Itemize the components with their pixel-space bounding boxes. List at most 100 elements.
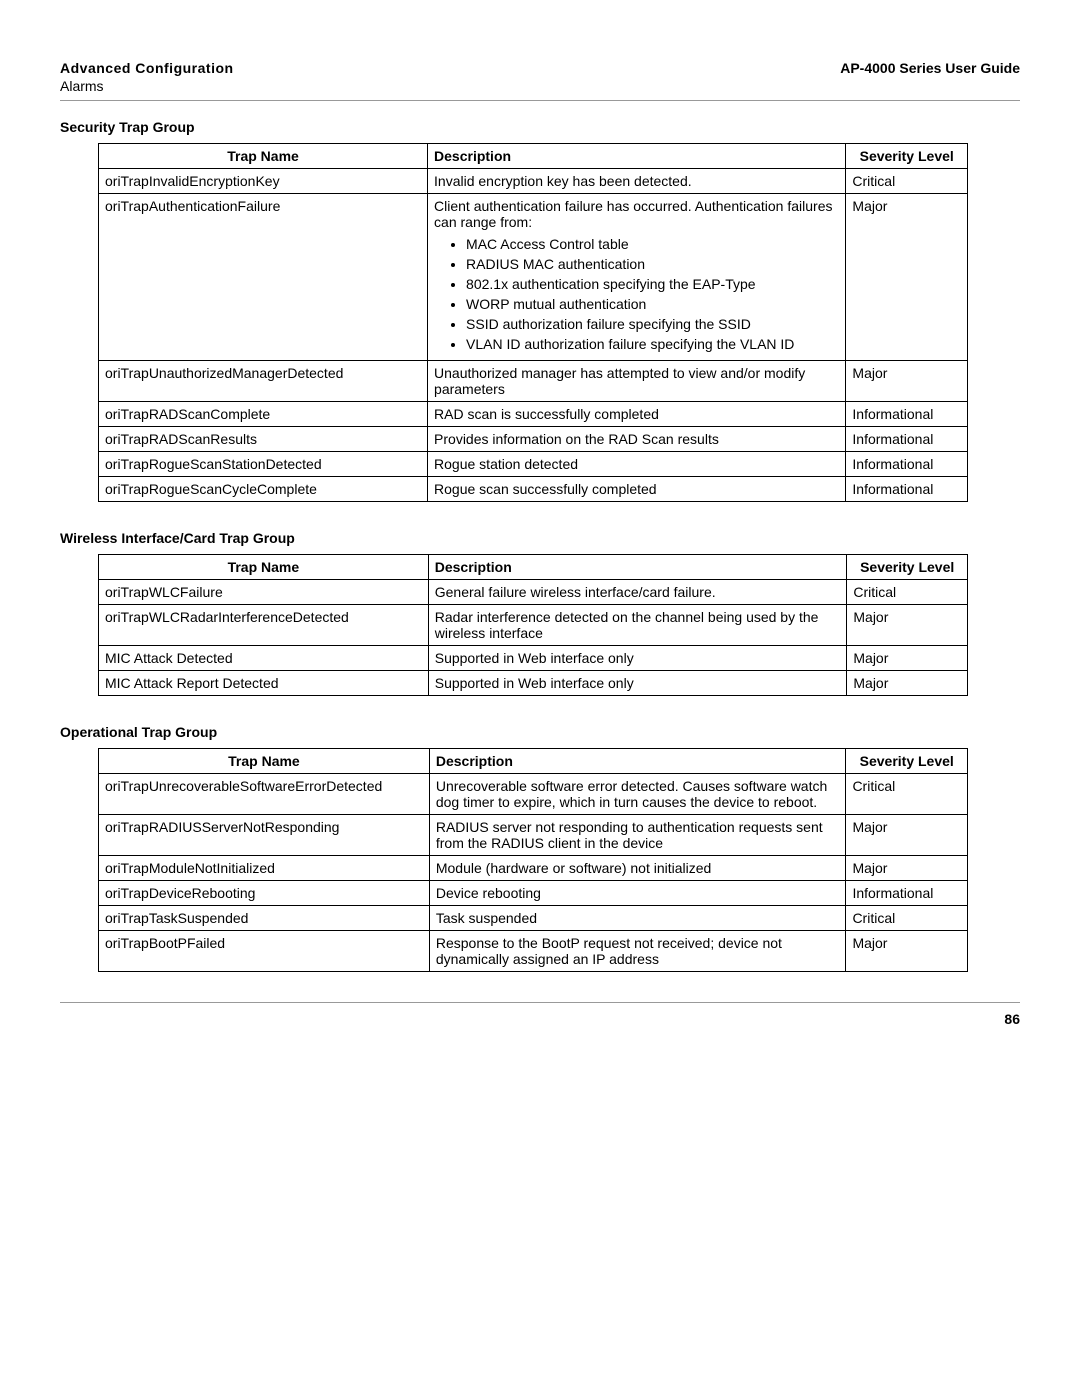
trap-name-cell: oriTrapWLCRadarInterferenceDetected (99, 605, 429, 646)
trap-desc-bullet: MAC Access Control table (466, 236, 839, 252)
trap-name-cell: oriTrapBootPFailed (99, 931, 430, 972)
trap-name-cell: oriTrapUnauthorizedManagerDetected (99, 361, 428, 402)
trap-severity-cell: Critical (846, 169, 968, 194)
trap-desc-cell: RAD scan is successfully completed (428, 402, 846, 427)
sections-container: Security Trap GroupTrap NameDescriptionS… (60, 119, 1020, 972)
header-left: Advanced Configuration Alarms (60, 60, 234, 94)
trap-desc-cell: Supported in Web interface only (428, 671, 847, 696)
column-header-sev: Severity Level (847, 555, 968, 580)
trap-severity-cell: Critical (846, 906, 968, 931)
trap-severity-cell: Major (847, 605, 968, 646)
trap-severity-cell: Critical (847, 580, 968, 605)
column-header-name: Trap Name (99, 749, 430, 774)
trap-desc-bullet: WORP mutual authentication (466, 296, 839, 312)
header-right: AP-4000 Series User Guide (840, 60, 1020, 94)
table-row: oriTrapTaskSuspendedTask suspendedCritic… (99, 906, 968, 931)
column-header-sev: Severity Level (846, 144, 968, 169)
trap-name-cell: oriTrapWLCFailure (99, 580, 429, 605)
trap-name-cell: oriTrapRogueScanStationDetected (99, 452, 428, 477)
column-header-sev: Severity Level (846, 749, 968, 774)
column-header-desc: Description (429, 749, 846, 774)
trap-desc-cell: Device rebooting (429, 881, 846, 906)
trap-severity-cell: Major (846, 194, 968, 361)
trap-desc-bullet: 802.1x authentication specifying the EAP… (466, 276, 839, 292)
page-number: 86 (1004, 1011, 1020, 1027)
trap-severity-cell: Major (846, 815, 968, 856)
page-footer: 86 (60, 1002, 1020, 1027)
trap-name-cell: oriTrapInvalidEncryptionKey (99, 169, 428, 194)
table-row: oriTrapBootPFailedResponse to the BootP … (99, 931, 968, 972)
trap-severity-cell: Major (846, 361, 968, 402)
trap-severity-cell: Informational (846, 402, 968, 427)
header-left-sub: Alarms (60, 78, 234, 94)
column-header-desc: Description (428, 555, 847, 580)
trap-desc-intro: Client authentication failure has occurr… (434, 198, 839, 230)
trap-desc-bullet: SSID authorization failure specifying th… (466, 316, 839, 332)
trap-table: Trap NameDescriptionSeverity LeveloriTra… (98, 554, 968, 696)
table-row: oriTrapRADScanResultsProvides informatio… (99, 427, 968, 452)
trap-desc-cell: Response to the BootP request not receiv… (429, 931, 846, 972)
trap-desc-cell: Rogue station detected (428, 452, 846, 477)
trap-desc-cell: Supported in Web interface only (428, 646, 847, 671)
trap-desc-cell: Rogue scan successfully completed (428, 477, 846, 502)
trap-desc-bullet: RADIUS MAC authentication (466, 256, 839, 272)
page-header: Advanced Configuration Alarms AP-4000 Se… (60, 60, 1020, 94)
trap-desc-cell: Module (hardware or software) not initia… (429, 856, 846, 881)
trap-name-cell: MIC Attack Detected (99, 646, 429, 671)
trap-name-cell: oriTrapRADIUSServerNotResponding (99, 815, 430, 856)
trap-severity-cell: Major (846, 931, 968, 972)
table-row: oriTrapWLCFailureGeneral failure wireles… (99, 580, 968, 605)
trap-name-cell: oriTrapRADScanComplete (99, 402, 428, 427)
table-row: oriTrapUnauthorizedManagerDetectedUnauth… (99, 361, 968, 402)
table-row: oriTrapDeviceRebootingDevice rebootingIn… (99, 881, 968, 906)
section-title: Security Trap Group (60, 119, 1020, 135)
trap-desc-cell: RADIUS server not responding to authenti… (429, 815, 846, 856)
trap-severity-cell: Informational (846, 452, 968, 477)
trap-name-cell: MIC Attack Report Detected (99, 671, 429, 696)
trap-desc-cell: General failure wireless interface/card … (428, 580, 847, 605)
trap-desc-cell: Unauthorized manager has attempted to vi… (428, 361, 846, 402)
trap-desc-cell: Invalid encryption key has been detected… (428, 169, 846, 194)
trap-name-cell: oriTrapModuleNotInitialized (99, 856, 430, 881)
trap-severity-cell: Major (847, 646, 968, 671)
table-row: oriTrapRogueScanCycleCompleteRogue scan … (99, 477, 968, 502)
trap-table: Trap NameDescriptionSeverity LeveloriTra… (98, 143, 968, 502)
trap-name-cell: oriTrapRADScanResults (99, 427, 428, 452)
trap-desc-cell: Client authentication failure has occurr… (428, 194, 846, 361)
trap-severity-cell: Major (846, 856, 968, 881)
trap-severity-cell: Informational (846, 427, 968, 452)
trap-severity-cell: Critical (846, 774, 968, 815)
trap-desc-bullet: VLAN ID authorization failure specifying… (466, 336, 839, 352)
table-row: MIC Attack DetectedSupported in Web inte… (99, 646, 968, 671)
trap-name-cell: oriTrapTaskSuspended (99, 906, 430, 931)
trap-name-cell: oriTrapDeviceRebooting (99, 881, 430, 906)
column-header-name: Trap Name (99, 555, 429, 580)
trap-desc-cell: Unrecoverable software error detected. C… (429, 774, 846, 815)
trap-desc-cell: Provides information on the RAD Scan res… (428, 427, 846, 452)
table-row: oriTrapWLCRadarInterferenceDetectedRadar… (99, 605, 968, 646)
trap-desc-bullets: MAC Access Control table RADIUS MAC authe… (434, 236, 839, 352)
column-header-name: Trap Name (99, 144, 428, 169)
trap-severity-cell: Informational (846, 477, 968, 502)
table-row: oriTrapRogueScanStationDetectedRogue sta… (99, 452, 968, 477)
trap-name-cell: oriTrapAuthenticationFailure (99, 194, 428, 361)
trap-severity-cell: Informational (846, 881, 968, 906)
trap-table: Trap NameDescriptionSeverity Level oriTra… (98, 748, 968, 972)
table-row: MIC Attack Report DetectedSupported in W… (99, 671, 968, 696)
table-row: oriTrapRADIUSServerNotRespondingRADIUS s… (99, 815, 968, 856)
trap-desc-cell: Task suspended (429, 906, 846, 931)
trap-desc-cell: Radar interference detected on the chann… (428, 605, 847, 646)
table-row: oriTrapUnrecoverableSoftwareErrorDetecte… (99, 774, 968, 815)
trap-name-cell: oriTrapRogueScanCycleComplete (99, 477, 428, 502)
header-left-title: Advanced Configuration (60, 60, 234, 76)
table-row: oriTrapAuthenticationFailureClient authe… (99, 194, 968, 361)
table-row: oriTrapRADScanCompleteRAD scan is succes… (99, 402, 968, 427)
trap-severity-cell: Major (847, 671, 968, 696)
section-title: Wireless Interface/Card Trap Group (60, 530, 1020, 546)
trap-name-cell: oriTrapUnrecoverableSoftwareErrorDetecte… (99, 774, 430, 815)
header-divider (60, 100, 1020, 101)
column-header-desc: Description (428, 144, 846, 169)
table-row: oriTrapInvalidEncryptionKeyInvalid encry… (99, 169, 968, 194)
table-row: oriTrapModuleNotInitializedModule (hardw… (99, 856, 968, 881)
section-title: Operational Trap Group (60, 724, 1020, 740)
